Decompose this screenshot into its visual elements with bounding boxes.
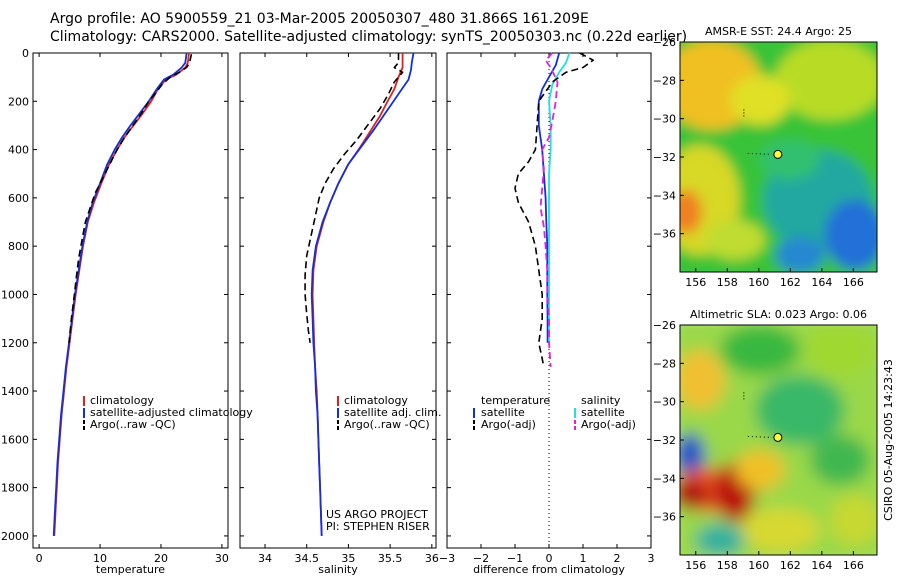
difference-series-salinity-argo-adj- [539,52,559,367]
sla-xtick-label: 164 [811,559,832,572]
temperature-ytick-label: 1000 [1,288,29,301]
temperature-ytick-label: 1800 [1,482,29,495]
sst-ytick-label: −32 [653,151,676,164]
sla-ytick-label: −34 [653,472,676,485]
chart-title-line2: Climatology: CARS2000. Satellite-adjuste… [50,29,688,45]
salinity-legend-label: Argo(..raw -QC) [344,418,430,431]
sst-xtick-label: 160 [748,276,769,289]
temperature-xtick-label: 20 [154,552,168,565]
salinity-xtick-label: 35 [341,552,355,565]
sst-map-title: AMSR-E SST: 24.4 Argo: 25 [705,25,852,38]
salinity-series-climatology [311,53,404,536]
temperature-ytick-label: 0 [22,47,29,60]
temperature-legend-label: climatology [90,394,154,407]
difference-xtick-label: 1 [580,552,587,565]
sla-ytick-label: −28 [653,357,676,370]
difference-legend-left-header: temperature [481,394,550,407]
difference-xtick-label: 2 [614,552,621,565]
difference-xtick-label: 3 [648,552,655,565]
salinity-legend-label: satellite adj. clim. [344,406,441,419]
sst-ytick-label: −36 [653,228,676,241]
difference-xtick-label: 0 [546,552,553,565]
temperature-ytick-label: 800 [8,240,29,253]
temperature-xlabel: temperature [96,563,165,576]
difference-legend-label: satellite [581,406,625,419]
salinity-series-satellite-adj-clim- [310,52,415,536]
sst-xtick-label: 166 [843,276,864,289]
temperature-legend-label: satellite-adjusted climatology [90,406,253,419]
difference-legend-label: Argo(-adj) [581,418,636,431]
sla-ytick-label: −36 [653,511,676,524]
sla-xtick-label: 166 [843,559,864,572]
sst-ytick-label: −34 [653,189,676,202]
temperature-series-satellite-adjusted-climatology [52,52,188,536]
difference-xtick-label: −2 [473,552,489,565]
temperature-legend-label: Argo(..raw -QC) [90,418,176,431]
temperature-ytick-label: 1400 [1,385,29,398]
salinity-xtick-label: 36 [425,552,439,565]
salinity-legend-label: climatology [344,394,408,407]
sla-xtick-label: 160 [748,559,769,572]
sla-ytick-label: −32 [653,434,676,447]
sst-xtick-label: 158 [717,276,738,289]
sst-argo-marker [773,149,783,159]
salinity-xlabel: salinity [318,563,358,576]
difference-xlabel: difference from climatology [473,563,625,576]
salinity-xtick-label: 35.5 [378,552,403,565]
difference-legend-label: satellite [481,406,525,419]
sla-xtick-label: 162 [780,559,801,572]
temperature-series-argo-raw-qc- [68,54,193,343]
difference-series-salinity-satellite [548,52,571,343]
sst-ytick-label: −26 [653,36,676,49]
difference-legend-label: Argo(-adj) [481,418,536,431]
sst-ytick-label: −30 [653,113,676,126]
temperature-ytick-label: 1200 [1,337,29,350]
salinity-series-argo-raw-qc- [304,53,404,343]
sst-track [747,152,772,155]
temperature-xtick-label: 30 [215,552,229,565]
difference-series-temperature-argo-adj- [514,52,594,368]
sla-argo-marker [773,432,783,442]
sla-map-title: Altimetric SLA: 0.023 Argo: 0.06 [690,308,867,321]
temperature-xtick-label: 0 [36,552,43,565]
sst-xtick-label: 156 [685,276,706,289]
sst-xtick-label: 164 [811,276,832,289]
sst-xtick-label: 162 [780,276,801,289]
sst-map [680,42,877,272]
sla-xtick-label: 156 [685,559,706,572]
sla-ytick-label: −26 [653,319,676,332]
temperature-ytick-label: 200 [8,95,29,108]
chart-title-line1: Argo profile: AO 5900559_21 03-Mar-2005 … [50,11,589,27]
sla-xtick-label: 158 [717,559,738,572]
sla-track [747,435,772,438]
credit-stamp: CSIRO 05-Aug-2005 14:23:43 [882,359,895,521]
temperature-ytick-label: 2000 [1,530,29,543]
difference-xtick-label: −1 [507,552,523,565]
credit-project: US ARGO PROJECT [326,508,428,521]
temperature-xtick-label: 10 [93,552,107,565]
salinity-xtick-label: 34 [258,552,272,565]
temperature-ytick-label: 1600 [1,433,29,446]
sst-ytick-label: −28 [653,74,676,87]
credit-pi: PI: STEPHEN RISER [326,520,430,533]
difference-legend-right-header: salinity [581,394,621,407]
sla-ytick-label: −30 [653,396,676,409]
temperature-ytick-label: 400 [8,144,29,157]
temperature-ytick-label: 600 [8,192,29,205]
difference-xtick-label: −3 [439,552,455,565]
salinity-xtick-label: 34.5 [294,552,319,565]
temperature-axes-frame [32,52,229,549]
salinity-axes-frame [239,52,437,549]
